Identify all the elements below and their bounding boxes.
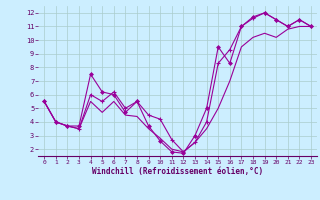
X-axis label: Windchill (Refroidissement éolien,°C): Windchill (Refroidissement éolien,°C)	[92, 167, 263, 176]
